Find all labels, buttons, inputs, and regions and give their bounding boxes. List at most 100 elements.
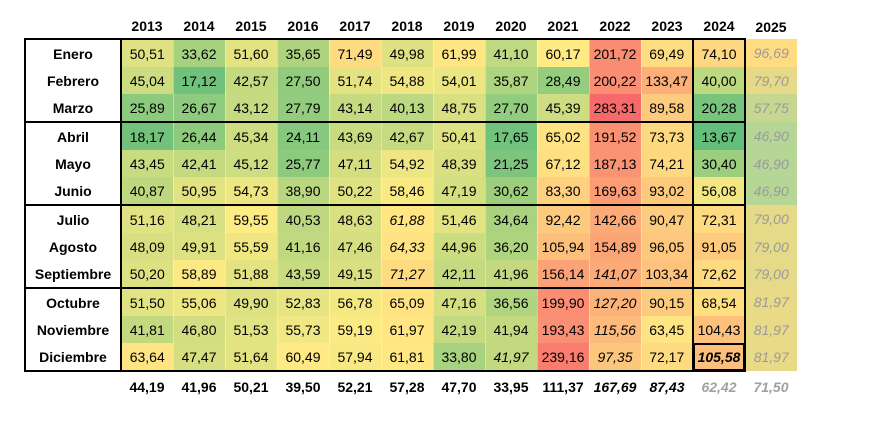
value-cell: 193,43 — [537, 316, 590, 343]
table-row: Abril 18,17 26,44 45,34 24,11 43,69 42,67 50,41… — [24, 121, 798, 150]
average-cell: 52,21 — [329, 371, 381, 402]
value-cell: 33,62 — [173, 38, 226, 67]
value-cell: 24,11 — [277, 121, 330, 150]
value-cell: 72,62 — [692, 260, 746, 288]
value-cell: 25,77 — [277, 150, 330, 177]
value-cell: 169,63 — [589, 177, 642, 205]
value-cell: 239,16 — [537, 343, 590, 372]
value-cell: 46,90 — [744, 177, 798, 205]
value-cell: 74,21 — [641, 150, 694, 177]
value-cell: 33,80 — [433, 343, 486, 372]
value-cell: 50,51 — [121, 38, 174, 67]
value-cell: 61,99 — [433, 38, 486, 67]
value-cell: 17,12 — [173, 67, 226, 94]
month-label: Diciembre — [24, 343, 122, 372]
value-cell: 187,13 — [589, 150, 642, 177]
value-cell: 41,96 — [485, 260, 538, 288]
year-header: 2020 — [495, 18, 527, 34]
value-cell: 65,09 — [381, 287, 434, 316]
value-cell: 43,69 — [329, 121, 382, 150]
value-cell: 105,58 — [692, 343, 746, 372]
value-cell: 55,59 — [225, 233, 278, 260]
value-cell: 42,19 — [433, 316, 486, 343]
month-label: Octubre — [24, 287, 122, 316]
value-cell: 43,12 — [225, 94, 278, 122]
value-cell: 51,53 — [225, 316, 278, 343]
average-cell: 62,42 — [693, 371, 745, 402]
value-cell: 90,47 — [641, 204, 694, 233]
month-label: Abril — [24, 121, 122, 150]
month-label: Junio — [24, 177, 122, 205]
table-row: Septiembre 50,20 58,89 51,88 43,59 49,15 71,27… — [24, 260, 798, 288]
value-cell: 50,95 — [173, 177, 226, 205]
value-cell: 17,65 — [485, 121, 538, 150]
value-cell: 42,57 — [225, 67, 278, 94]
value-cell: 64,33 — [381, 233, 434, 260]
value-cell: 79,00 — [744, 205, 798, 233]
table-row: Julio 51,16 48,21 59,55 40,53 48,63 61,88 51,46… — [24, 204, 798, 233]
value-cell: 38,90 — [277, 177, 330, 205]
table-body: Enero 50,51 33,62 51,60 35,65 71,49 49,98 61,99… — [24, 38, 798, 402]
value-cell: 45,39 — [537, 94, 590, 122]
value-cell: 41,10 — [485, 38, 538, 67]
value-cell: 28,49 — [537, 67, 590, 94]
value-cell: 49,91 — [173, 233, 226, 260]
value-cell: 72,31 — [692, 204, 746, 233]
value-cell: 93,02 — [641, 177, 694, 205]
table-row: Agosto 48,09 49,91 55,59 41,16 47,46 64,33 44,9… — [24, 233, 798, 260]
value-cell: 115,56 — [589, 316, 642, 343]
year-header: 2015 — [235, 18, 267, 34]
value-cell: 61,97 — [381, 316, 434, 343]
value-cell: 51,16 — [121, 204, 174, 233]
value-cell: 49,15 — [329, 260, 382, 288]
value-cell: 45,34 — [225, 121, 278, 150]
value-cell: 30,40 — [692, 150, 746, 177]
value-cell: 96,69 — [744, 39, 798, 67]
value-cell: 34,64 — [485, 204, 538, 233]
value-cell: 46,90 — [744, 150, 798, 177]
value-cell: 36,20 — [485, 233, 538, 260]
value-cell: 46,80 — [173, 316, 226, 343]
value-cell: 58,46 — [381, 177, 434, 205]
value-cell: 48,63 — [329, 204, 382, 233]
year-header: 2022 — [599, 18, 631, 34]
value-cell: 54,92 — [381, 150, 434, 177]
value-cell: 47,11 — [329, 150, 382, 177]
value-cell: 27,50 — [277, 67, 330, 94]
value-cell: 57,94 — [329, 343, 382, 372]
average-cell: 50,21 — [225, 371, 277, 402]
year-header: 2014 — [183, 18, 215, 34]
value-cell: 83,30 — [537, 177, 590, 205]
value-cell: 283,31 — [589, 94, 642, 122]
value-cell: 154,89 — [589, 233, 642, 260]
value-cell: 18,17 — [121, 121, 174, 150]
value-cell: 54,01 — [433, 67, 486, 94]
year-header-row: 2013 2014 2015 2016 2017 2018 2019 2020 … — [25, 14, 797, 39]
average-cell: 167,69 — [589, 371, 641, 402]
value-cell: 41,97 — [485, 343, 538, 372]
value-cell: 56,08 — [692, 177, 746, 205]
value-cell: 61,88 — [381, 204, 434, 233]
value-cell: 40,53 — [277, 204, 330, 233]
value-cell: 20,28 — [692, 94, 746, 122]
average-cell: 47,70 — [433, 371, 485, 402]
value-cell: 60,17 — [537, 38, 590, 67]
table-row: Mayo 43,45 42,41 45,12 25,77 47,11 54,92 48,39 2… — [24, 150, 798, 177]
value-cell: 97,35 — [589, 343, 642, 372]
value-cell: 45,12 — [225, 150, 278, 177]
value-cell: 42,41 — [173, 150, 226, 177]
value-cell: 61,81 — [381, 343, 434, 372]
value-cell: 43,14 — [329, 94, 382, 122]
value-cell: 73,73 — [641, 121, 694, 150]
value-cell: 59,55 — [225, 204, 278, 233]
average-cell: 71,50 — [745, 371, 797, 402]
value-cell: 46,90 — [744, 122, 798, 150]
year-header: 2017 — [339, 18, 371, 34]
value-cell: 63,64 — [121, 343, 174, 372]
value-cell: 191,52 — [589, 121, 642, 150]
month-label: Agosto — [24, 233, 122, 260]
value-cell: 96,05 — [641, 233, 694, 260]
value-cell: 36,56 — [485, 287, 538, 316]
month-label: Febrero — [24, 67, 122, 94]
